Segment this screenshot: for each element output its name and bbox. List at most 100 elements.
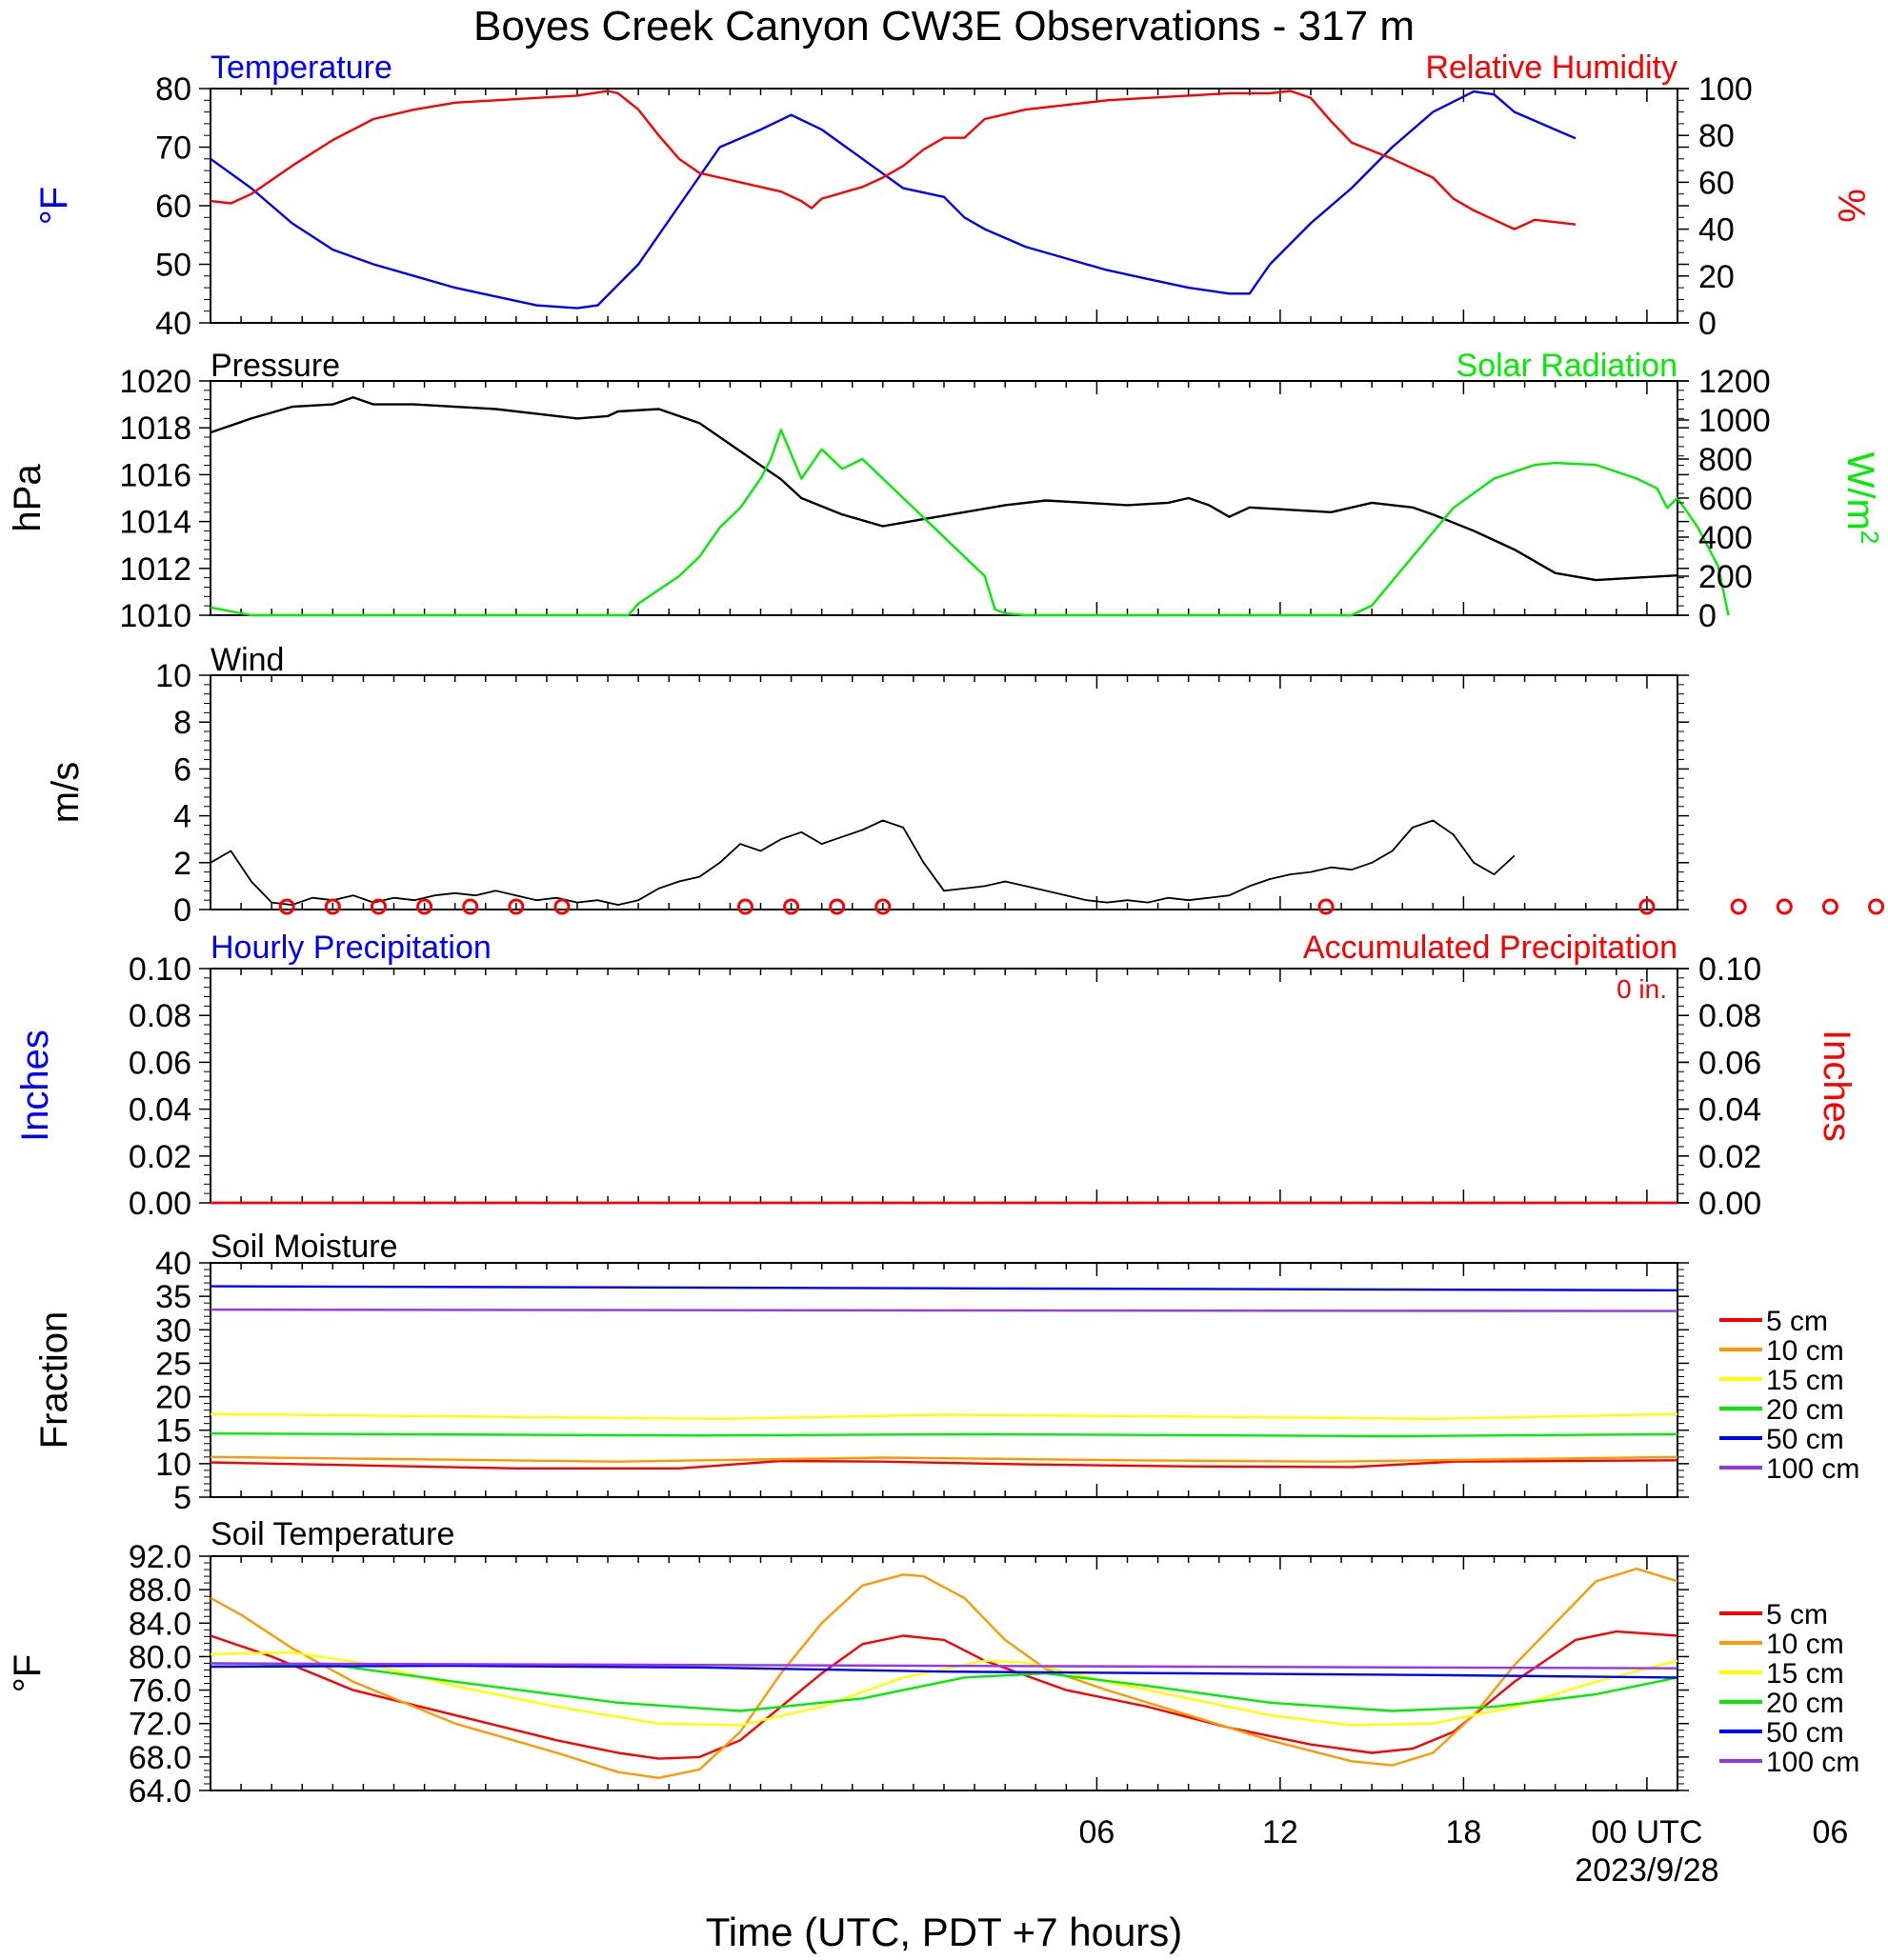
wind-calm-marker (829, 898, 846, 915)
series-line-0 (210, 1630, 1678, 1760)
legend-label: 20 cm (1766, 1394, 1844, 1426)
y-tick-label: 0.02 (129, 1139, 191, 1175)
wind-title: Wind (211, 642, 284, 678)
x-tick-label: 18 (1446, 1814, 1482, 1850)
series-line-1 (210, 1455, 1678, 1463)
series-line-0 (210, 396, 1678, 582)
y-tick-label: 0.08 (129, 998, 191, 1034)
accum-precip-total: 0 in. (1617, 974, 1667, 1004)
legend-label: 5 cm (1766, 1599, 1828, 1630)
y-tick-label: 10 (155, 658, 191, 694)
figure-title: Boyes Creek Canyon CW3E Observations - 3… (473, 3, 1415, 50)
legend-label: 15 cm (1766, 1365, 1844, 1396)
y-tick-label: 35 (155, 1279, 191, 1315)
temperature-title: Temperature (211, 50, 392, 86)
y-tick-label: 80 (1698, 118, 1735, 154)
y-tick-label: 8 (173, 705, 191, 741)
y-tick-label: 40 (155, 306, 191, 342)
series-line-0 (210, 90, 1577, 310)
accum-precip-axis-label: Inches (1816, 1030, 1858, 1142)
y-tick-label: 40 (155, 1246, 191, 1282)
humidity-axis-label: % (1830, 189, 1872, 223)
y-tick-label: 50 (155, 248, 191, 284)
y-tick-label: 0.06 (1698, 1045, 1761, 1081)
soil-temperature-title: Soil Temperature (211, 1516, 454, 1552)
wind-calm-marker (553, 898, 571, 915)
panel-precipitation: Hourly Precipitation Accumulated Precipi… (14, 930, 1858, 1222)
y-tick-label: 1018 (119, 410, 191, 447)
y-tick-label: 100 (1698, 71, 1753, 108)
y-tick-label: 80 (155, 71, 191, 108)
y-tick-label: 0 (173, 892, 191, 929)
series-line-1 (210, 1567, 1678, 1780)
y-tick-label: 68.0 (129, 1740, 191, 1776)
y-tick-label: 10 (155, 1447, 191, 1483)
y-tick-label: 84.0 (129, 1606, 191, 1642)
panel-frame (210, 968, 1678, 1204)
wind-calm-marker (1868, 898, 1885, 915)
y-tick-label: 0.10 (129, 951, 191, 988)
series-line-0 (210, 1459, 1678, 1470)
y-tick-label: 0.06 (129, 1045, 191, 1081)
y-tick-label: 60 (1698, 165, 1735, 201)
y-tick-label: 15 (155, 1413, 191, 1450)
series-line-3 (210, 1431, 1678, 1438)
legend-label: 15 cm (1766, 1658, 1844, 1690)
y-tick-label: 1020 (119, 364, 191, 400)
y-tick-label: 92.0 (129, 1539, 191, 1575)
y-tick-label: 25 (155, 1346, 191, 1382)
panel-frame (210, 380, 1678, 616)
wind-calm-marker (1776, 898, 1793, 915)
wind-calm-marker (462, 898, 479, 915)
soil-temperature-axis-label: °F (7, 1654, 49, 1692)
legend-label: 10 cm (1766, 1335, 1844, 1367)
wind-calm-marker (508, 898, 525, 915)
x-tick-label: 12 (1262, 1814, 1298, 1850)
y-tick-label: 0.04 (1698, 1092, 1761, 1129)
y-tick-label: 72.0 (129, 1707, 191, 1743)
y-tick-label: 1000 (1698, 403, 1771, 439)
temperature-axis-label: °F (33, 187, 75, 225)
y-tick-label: 1010 (119, 598, 191, 634)
x-tick-label: 06 (1813, 1814, 1849, 1850)
y-tick-label: 88.0 (129, 1572, 191, 1609)
y-tick-label: 1014 (119, 505, 191, 541)
y-tick-label: 40 (1698, 212, 1735, 249)
wind-axis-label: m/s (45, 762, 87, 823)
humidity-title: Relative Humidity (1425, 50, 1677, 86)
y-tick-label: 20 (1698, 259, 1735, 295)
y-tick-label: 76.0 (129, 1673, 191, 1710)
y-tick-label: 0.00 (129, 1186, 191, 1222)
y-tick-label: 0.04 (129, 1092, 191, 1129)
legend-label: 10 cm (1766, 1629, 1844, 1660)
y-tick-label: 30 (155, 1312, 191, 1349)
solar-axis-label: W/m2 (1839, 452, 1884, 545)
wind-calm-marker (874, 898, 892, 915)
wind-calm-marker (1317, 898, 1335, 915)
accum-precip-title: Accumulated Precipitation (1303, 930, 1677, 966)
y-tick-label: 800 (1698, 442, 1753, 478)
y-tick-label: 64.0 (129, 1773, 191, 1810)
y-tick-label: 80.0 (129, 1639, 191, 1675)
y-tick-label: 200 (1698, 559, 1753, 595)
series-line-4 (210, 1664, 1678, 1679)
y-tick-label: 5 (173, 1480, 191, 1516)
series-line-1 (210, 90, 1577, 230)
wind-calm-marker (1730, 898, 1747, 915)
legend-label: 100 cm (1766, 1747, 1859, 1778)
y-tick-label: 0.00 (1698, 1186, 1761, 1222)
series-line-5 (210, 1662, 1678, 1670)
series-line-1 (210, 429, 1730, 617)
wind-calm-marker (1638, 898, 1656, 915)
series-line-4 (210, 1285, 1678, 1292)
solar-title: Solar Radiation (1456, 348, 1677, 384)
legend-label: 20 cm (1766, 1688, 1844, 1719)
wind-calm-marker (416, 898, 433, 915)
y-tick-label: 70 (155, 130, 191, 167)
legend-label: 5 cm (1766, 1306, 1828, 1337)
y-tick-label: 0.10 (1698, 951, 1761, 988)
wind-calm-marker (324, 898, 341, 915)
